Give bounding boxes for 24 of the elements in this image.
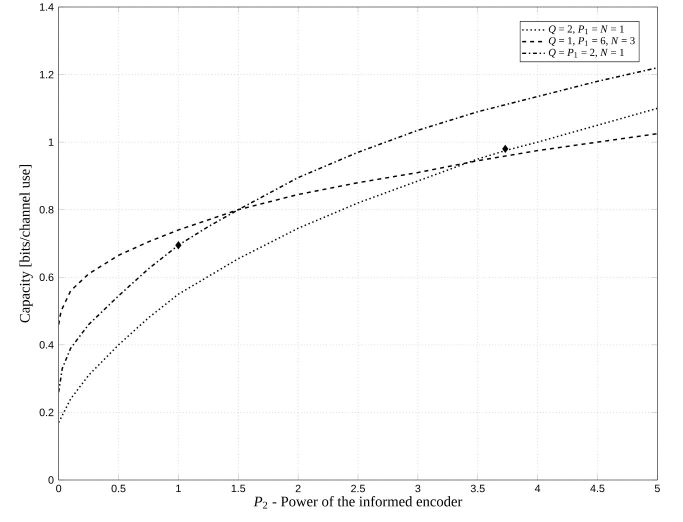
x-tick-label: 5 (654, 484, 660, 492)
x-tick-label: 1 (176, 484, 181, 492)
legend-label: Q = 1, P$_{1}$ = 6, N = 3 (548, 37, 635, 46)
x-tick-label: 1.5 (232, 484, 246, 492)
y-tick-label: 1.4 (40, 3, 54, 11)
y-axis-title: Capacity [bits/channel use] (19, 165, 33, 322)
x-tick-label: 0.5 (112, 484, 126, 492)
y-tick-label: 1.2 (40, 70, 54, 78)
x-tick-label: 2 (296, 484, 301, 492)
y-tick-label: 0 (48, 476, 54, 484)
x-tick-label: 3 (415, 484, 420, 492)
x-tick-label: 4 (534, 484, 540, 492)
legend-label: Q = 2, P$_{1}$ = N = 1 (548, 25, 624, 34)
x-tick-label: 0 (56, 484, 62, 492)
y-tick-label: 0.8 (40, 206, 54, 214)
y-tick-label: 0.6 (40, 274, 54, 282)
x-axis-title: P$_{2}$ - Power of the informed encoder (254, 496, 462, 508)
x-tick-label: 3.5 (470, 484, 485, 492)
y-tick-label: 0.2 (40, 408, 54, 416)
x-tick-label: 4.5 (590, 484, 604, 492)
legend-label: Q = P$_{1}$ = 2, N = 1 (548, 48, 624, 58)
y-tick-label: 0.4 (40, 341, 54, 349)
x-tick-label: 2.5 (351, 484, 365, 492)
y-tick-label: 1 (48, 138, 54, 146)
